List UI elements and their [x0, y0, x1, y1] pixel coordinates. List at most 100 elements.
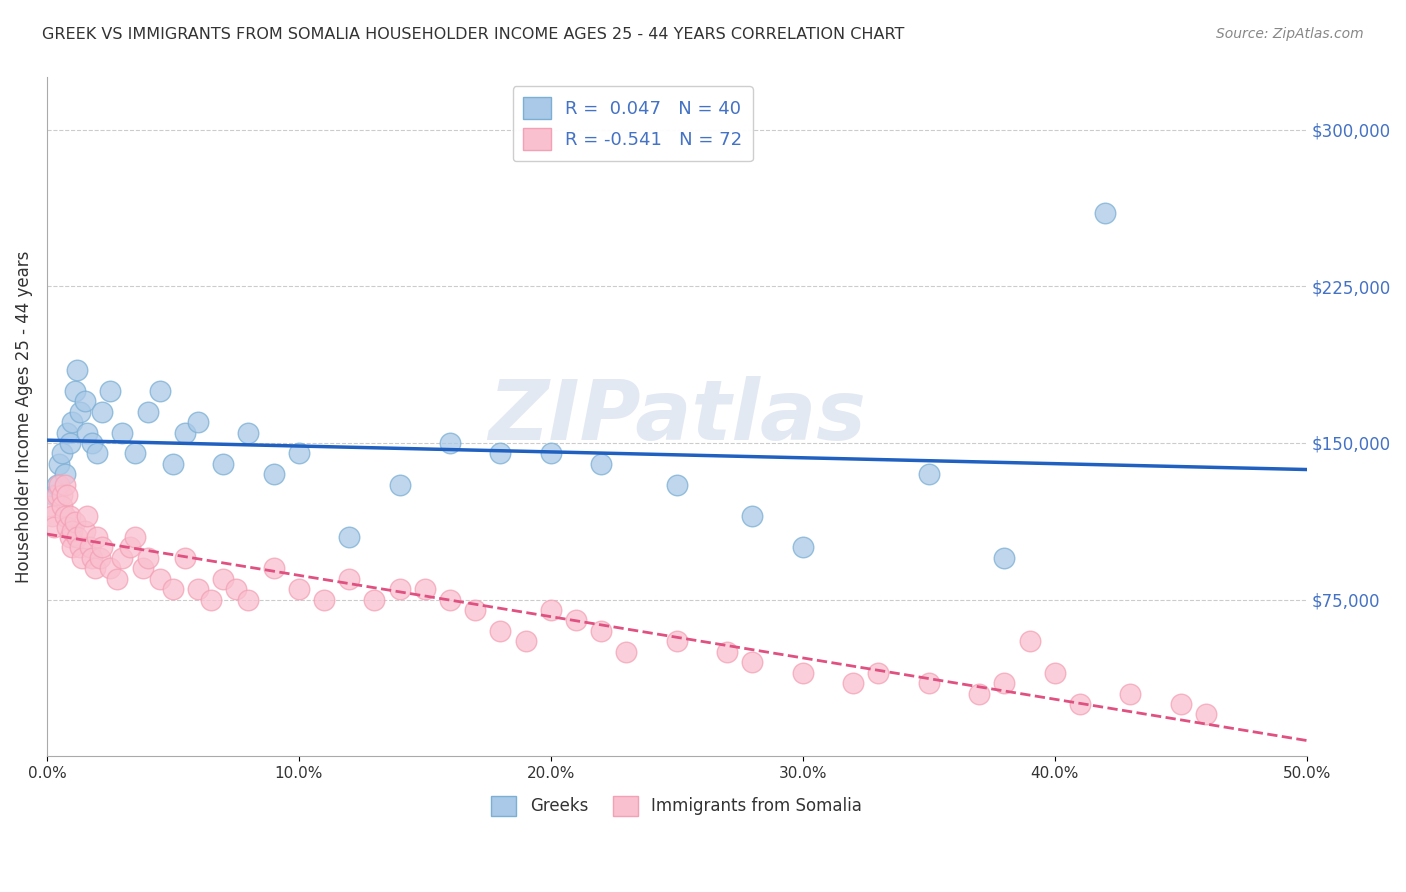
Point: [136, 550, 159, 565]
Text: ZIPatlas: ZIPatlas: [488, 376, 866, 458]
Point: [149, 384, 172, 398]
Point: [1043, 665, 1066, 680]
Point: [918, 676, 941, 690]
Point: [82, 550, 104, 565]
Point: [1119, 687, 1142, 701]
Point: [44, 488, 66, 502]
Point: [174, 425, 197, 440]
Point: [76, 425, 98, 440]
Point: [107, 572, 129, 586]
Point: [56, 488, 79, 502]
Text: GREEK VS IMMIGRANTS FROM SOMALIA HOUSEHOLDER INCOME AGES 25 - 44 YEARS CORRELATI: GREEK VS IMMIGRANTS FROM SOMALIA HOUSEHO…: [42, 27, 904, 42]
Y-axis label: Householder Income Ages 25 - 44 years: Householder Income Ages 25 - 44 years: [15, 251, 32, 583]
Point: [1069, 697, 1091, 711]
Point: [489, 624, 512, 638]
Point: [124, 446, 146, 460]
Point: [337, 530, 360, 544]
Point: [212, 457, 235, 471]
Point: [792, 665, 814, 680]
Point: [591, 457, 613, 471]
Point: [238, 425, 260, 440]
Point: [86, 530, 108, 544]
Point: [616, 645, 638, 659]
Point: [60, 541, 83, 555]
Point: [46, 477, 69, 491]
Point: [187, 582, 209, 597]
Point: [238, 592, 260, 607]
Point: [111, 550, 134, 565]
Point: [58, 509, 80, 524]
Point: [918, 467, 941, 482]
Point: [993, 550, 1015, 565]
Point: [263, 561, 285, 575]
Point: [58, 436, 80, 450]
Point: [51, 499, 73, 513]
Point: [131, 561, 153, 575]
Point: [149, 572, 172, 586]
Point: [665, 634, 688, 648]
Point: [82, 436, 104, 450]
Point: [591, 624, 613, 638]
Point: [91, 541, 114, 555]
Point: [73, 394, 96, 409]
Point: [200, 592, 222, 607]
Point: [89, 550, 111, 565]
Point: [337, 572, 360, 586]
Point: [174, 550, 197, 565]
Point: [225, 582, 247, 597]
Point: [53, 509, 76, 524]
Point: [314, 592, 336, 607]
Point: [69, 541, 91, 555]
Point: [288, 582, 311, 597]
Point: [489, 446, 512, 460]
Text: Source: ZipAtlas.com: Source: ZipAtlas.com: [1216, 27, 1364, 41]
Point: [1195, 707, 1218, 722]
Point: [73, 524, 96, 538]
Point: [288, 446, 311, 460]
Point: [63, 384, 86, 398]
Point: [1018, 634, 1040, 648]
Point: [212, 572, 235, 586]
Point: [716, 645, 738, 659]
Point: [111, 425, 134, 440]
Point: [66, 530, 89, 544]
Point: [162, 457, 184, 471]
Point: [91, 404, 114, 418]
Point: [439, 592, 461, 607]
Point: [63, 516, 86, 530]
Point: [86, 446, 108, 460]
Point: [76, 509, 98, 524]
Point: [51, 488, 73, 502]
Point: [388, 582, 411, 597]
Point: [1170, 697, 1192, 711]
Point: [83, 561, 105, 575]
Point: [187, 415, 209, 429]
Point: [60, 524, 83, 538]
Point: [565, 614, 588, 628]
Point: [118, 541, 141, 555]
Point: [1094, 206, 1116, 220]
Point: [98, 561, 121, 575]
Point: [51, 446, 73, 460]
Point: [388, 477, 411, 491]
Point: [46, 488, 69, 502]
Point: [540, 603, 562, 617]
Point: [124, 530, 146, 544]
Point: [66, 363, 89, 377]
Point: [439, 436, 461, 450]
Point: [44, 519, 66, 533]
Point: [263, 467, 285, 482]
Point: [41, 509, 63, 524]
Point: [162, 582, 184, 597]
Point: [98, 384, 121, 398]
Point: [842, 676, 865, 690]
Point: [792, 541, 814, 555]
Point: [741, 655, 763, 669]
Point: [70, 550, 93, 565]
Point: [363, 592, 385, 607]
Point: [969, 687, 991, 701]
Point: [38, 499, 60, 513]
Legend: Greeks, Immigrants from Somalia: Greeks, Immigrants from Somalia: [485, 789, 869, 822]
Point: [665, 477, 688, 491]
Point: [515, 634, 537, 648]
